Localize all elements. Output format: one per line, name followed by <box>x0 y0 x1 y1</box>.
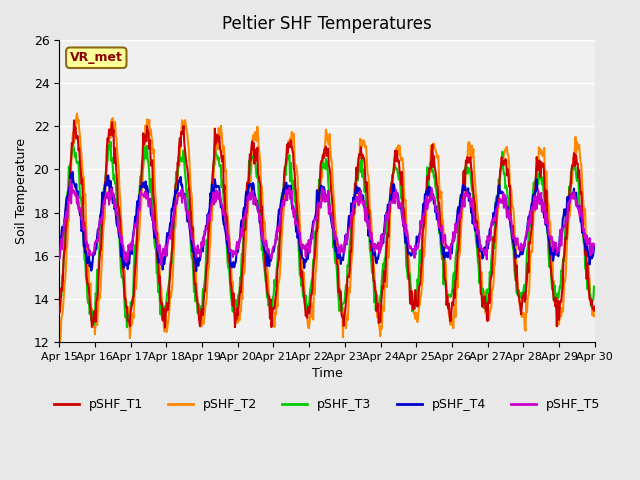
Text: VR_met: VR_met <box>70 51 123 64</box>
Legend: pSHF_T1, pSHF_T2, pSHF_T3, pSHF_T4, pSHF_T5: pSHF_T1, pSHF_T2, pSHF_T3, pSHF_T4, pSHF… <box>49 394 605 417</box>
Y-axis label: Soil Temperature: Soil Temperature <box>15 138 28 244</box>
Title: Peltier SHF Temperatures: Peltier SHF Temperatures <box>222 15 432 33</box>
X-axis label: Time: Time <box>312 367 342 380</box>
